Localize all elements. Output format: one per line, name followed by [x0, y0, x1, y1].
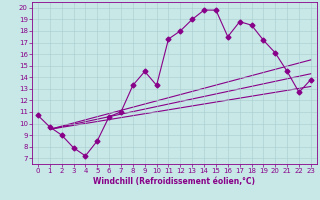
X-axis label: Windchill (Refroidissement éolien,°C): Windchill (Refroidissement éolien,°C)	[93, 177, 255, 186]
